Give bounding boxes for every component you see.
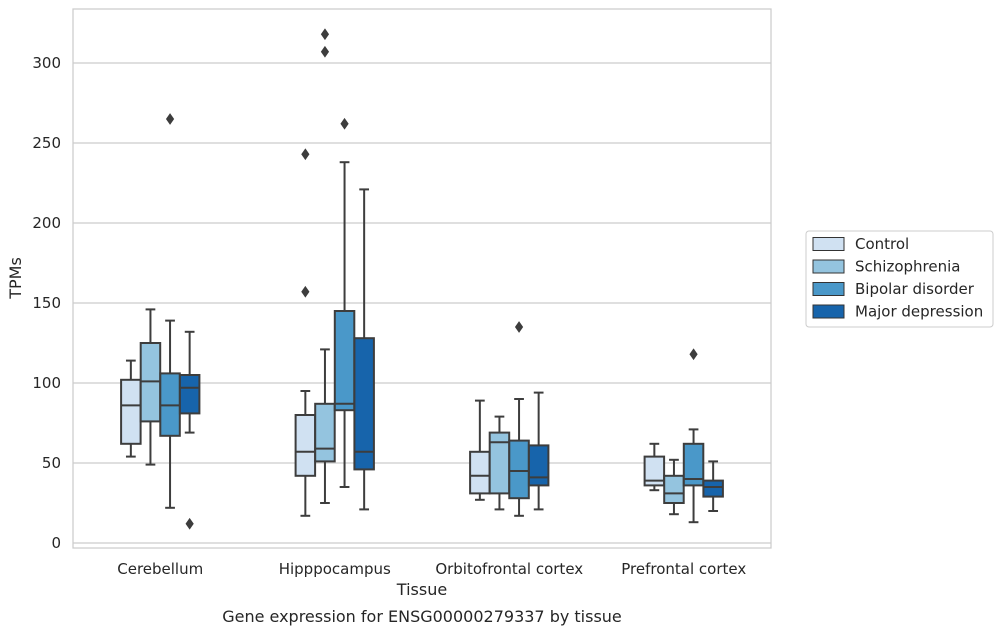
y-tick-label-250: 250 (32, 134, 61, 152)
y-axis-ticks: 0 50 100 150 200 250 300 (32, 54, 61, 552)
legend-label-2: Bipolar disorder (855, 280, 975, 298)
box-1-1 (314, 28, 336, 504)
box-2-0 (159, 113, 181, 509)
box-iqr (682, 442, 705, 487)
box-0-0 (120, 359, 142, 458)
box-2-3 (682, 348, 705, 524)
legend-swatch-1 (812, 259, 845, 274)
y-tick-label-200: 200 (32, 214, 61, 232)
y-tick-label-50: 50 (42, 454, 61, 472)
box-iqr (469, 450, 491, 495)
legend-frame (805, 230, 994, 328)
outlier-point-1 (301, 148, 310, 161)
box-iqr (663, 474, 685, 504)
y-tick-label-100: 100 (32, 374, 61, 392)
box-3-3 (702, 460, 724, 512)
box-3-1 (353, 188, 375, 511)
outlier-point-0 (689, 348, 698, 361)
legend-swatch-2 (812, 282, 845, 296)
box-3-2 (527, 391, 550, 511)
box-iqr (294, 414, 317, 477)
y-tick-label-150: 150 (32, 294, 61, 312)
x-tick-label-3: Prefrontal cortex (621, 560, 746, 578)
box-0-2 (469, 399, 491, 501)
outlier-point-0 (165, 113, 175, 125)
legend-label-3: Major depression (855, 303, 983, 321)
gridlines (73, 62, 771, 544)
box-iqr (178, 374, 201, 415)
x-tick-label-0: Cerebellum (117, 560, 203, 578)
box-iqr (120, 378, 142, 445)
legend: Control Schizophrenia Bipolar disorder Majo… (805, 230, 994, 328)
legend-label-0: Control (855, 235, 909, 253)
legend-label-1: Schizophrenia (855, 258, 960, 276)
plot-area-frame (72, 8, 772, 549)
box-1-2 (488, 415, 511, 511)
box-iqr (333, 310, 356, 412)
box-iqr (353, 337, 375, 471)
box-0-1 (294, 148, 317, 517)
box-iqr (508, 439, 530, 500)
y-tick-label-0: 0 (51, 534, 61, 552)
x-tick-label-2: Orbitofrontal cortex (435, 560, 583, 578)
outlier-point-1 (320, 28, 330, 41)
outlier-point-0 (320, 45, 330, 58)
legend-swatch-0 (812, 237, 845, 251)
x-axis-ticks: Cerebellum Hipppocampus Orbitofrontal cort… (117, 560, 746, 578)
box-0-3 (643, 442, 666, 492)
box-3-0 (178, 330, 201, 530)
outlier-point-0 (514, 321, 524, 333)
box-1-0 (139, 308, 162, 466)
y-tick-label-300: 300 (32, 54, 61, 72)
boxes (120, 28, 724, 530)
box-iqr (643, 455, 666, 487)
box-iqr (314, 402, 336, 463)
outlier-point-0 (301, 285, 310, 298)
x-tick-label-1: Hipppocampus (279, 560, 391, 578)
box-iqr (702, 479, 724, 498)
chart-caption: Gene expression for ENSG00000279337 by t… (222, 607, 622, 626)
box-1-3 (663, 458, 685, 516)
outlier-point-0 (185, 517, 194, 530)
x-axis-title: Tissue (396, 580, 447, 599)
y-axis-title: TPMs (6, 257, 25, 300)
legend-swatch-3 (812, 304, 845, 319)
box-iqr (527, 444, 550, 487)
legend-items: Control Schizophrenia Bipolar disorder Majo… (812, 235, 983, 321)
box-2-2 (508, 321, 530, 517)
outlier-point-0 (340, 117, 349, 130)
